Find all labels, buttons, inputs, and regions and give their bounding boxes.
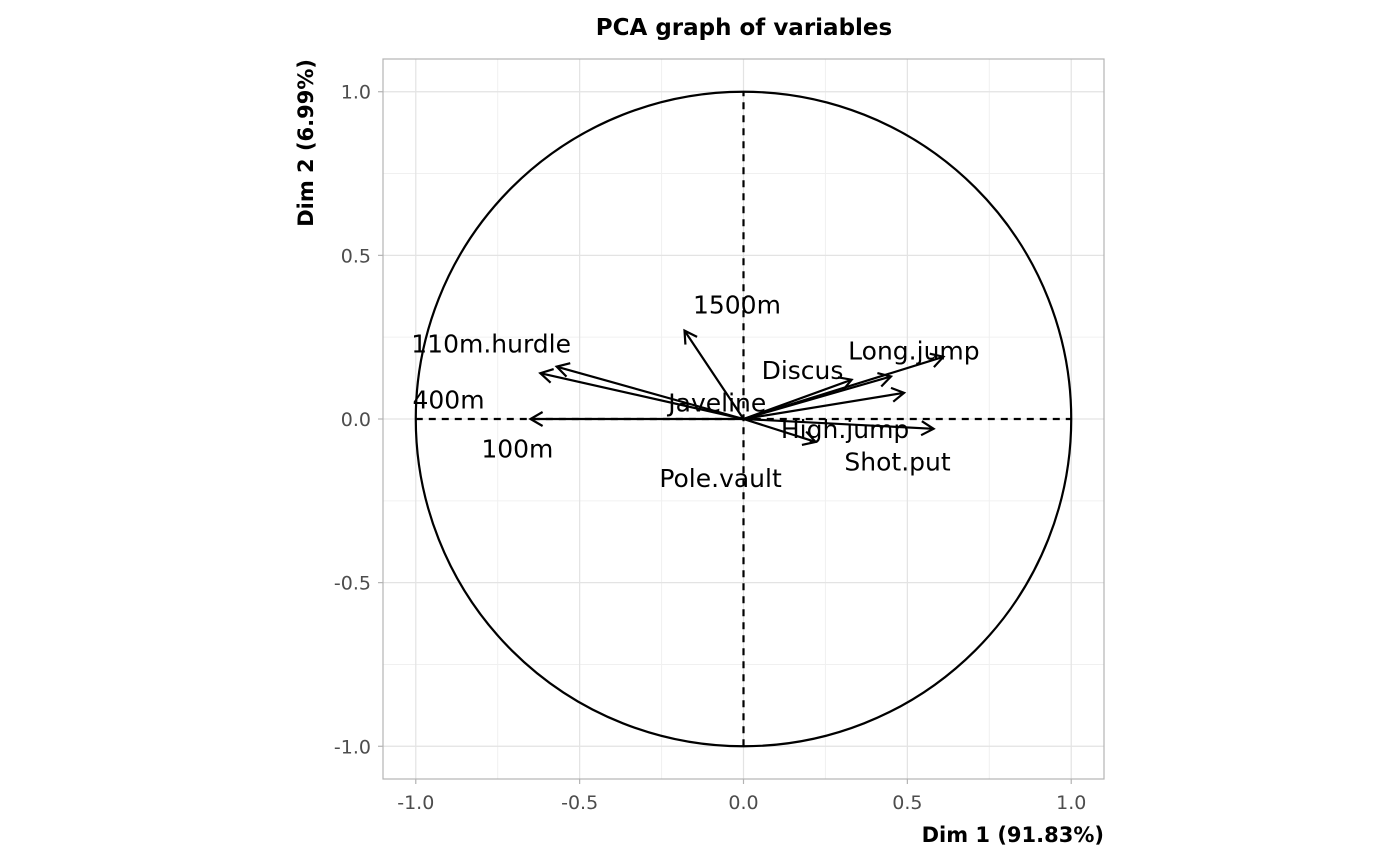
arrow-long-jump bbox=[743, 355, 944, 421]
arrow-pole-vault bbox=[743, 417, 816, 443]
variable-arrows bbox=[528, 328, 946, 446]
arrow-400m bbox=[540, 372, 744, 421]
x-tick-label: 1.0 bbox=[1056, 792, 1086, 814]
label-high-jump: High.jump bbox=[781, 415, 909, 444]
x-tick-label: 0.5 bbox=[892, 792, 922, 814]
arrowhead-110m-hurdle bbox=[554, 362, 571, 378]
arrowhead-1500m bbox=[683, 328, 698, 345]
arrow-110m-hurdle bbox=[556, 365, 744, 421]
y-tick-label: 0.5 bbox=[341, 245, 371, 267]
chart-title: PCA graph of variables bbox=[596, 15, 892, 41]
y-tick-label: -1.0 bbox=[334, 736, 371, 758]
arrowhead-100m bbox=[528, 411, 544, 427]
arrowhead-high-jump bbox=[890, 386, 907, 403]
label-pole-vault: Pole.vault bbox=[659, 464, 782, 493]
x-axis-title: Dim 1 (91.83%) bbox=[922, 823, 1104, 847]
arrow-1500m bbox=[683, 330, 745, 420]
label-100m: 100m bbox=[481, 434, 553, 463]
variable-labels: 1500m 110m.hurdle 400m 100m Javeline DiscusLo… bbox=[411, 290, 979, 492]
label-1500m: 1500m bbox=[693, 290, 781, 319]
label-110m-hurdle: 110m.hurdle bbox=[411, 330, 571, 359]
arrowhead-400m bbox=[538, 367, 555, 384]
y-axis-title: Dim 2 (6.99%) bbox=[294, 59, 318, 227]
arrowhead-pole-vault bbox=[801, 430, 818, 446]
x-tick-label: -0.5 bbox=[561, 792, 598, 814]
label-javeline: Javeline bbox=[666, 389, 766, 418]
arrow-shot-put bbox=[743, 417, 934, 430]
arrowhead-long-jump bbox=[929, 352, 946, 368]
x-tick-label: -1.0 bbox=[397, 792, 434, 814]
label-discus: Discus bbox=[762, 356, 844, 385]
y-tick-label: -0.5 bbox=[334, 573, 371, 595]
label-400m: 400m bbox=[413, 385, 485, 414]
y-tick-label: 1.0 bbox=[341, 82, 371, 104]
arrow-high-jump bbox=[743, 391, 905, 421]
label-shot-put: Shot.put bbox=[844, 448, 950, 477]
arrowhead-shot-put bbox=[920, 420, 936, 437]
arrowhead-discus bbox=[877, 372, 894, 388]
label-long-jump: Long.jump bbox=[848, 336, 979, 365]
y-tick-label: 0.0 bbox=[341, 409, 371, 431]
axis-ticks: -1.0 -0.5 0.0 0.5 1.0 -1.0 -0.5 0.0 0.5 1.0 bbox=[334, 82, 1086, 814]
x-tick-label: 0.0 bbox=[728, 792, 758, 814]
